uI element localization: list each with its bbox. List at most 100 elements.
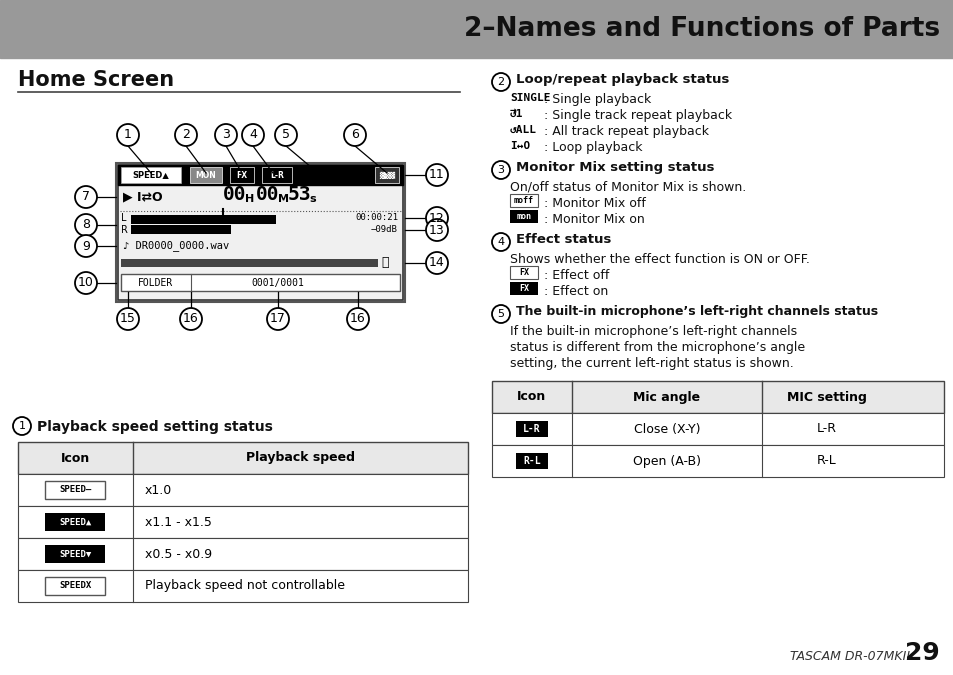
Text: 15: 15 (120, 313, 135, 325)
Text: FOLDER: FOLDER (138, 278, 173, 288)
Text: 16: 16 (350, 313, 366, 325)
Text: 00: 00 (223, 186, 246, 205)
Text: 16: 16 (183, 313, 198, 325)
Bar (492, 413, 943, 445)
Text: 1: 1 (124, 128, 132, 142)
Text: setting, the current left-right status is shown.: setting, the current left-right status i… (510, 357, 793, 370)
Text: 2: 2 (497, 77, 504, 87)
Text: −09dB: −09dB (371, 225, 397, 234)
Bar (121, 274, 399, 291)
Text: ▶ I⇄O: ▶ I⇄O (123, 190, 162, 203)
Circle shape (75, 214, 97, 236)
Text: TASCAM DR-07MKII: TASCAM DR-07MKII (789, 650, 909, 663)
Circle shape (267, 308, 289, 330)
Text: 13: 13 (429, 223, 444, 236)
Text: 14: 14 (429, 256, 444, 269)
Text: : All track repeat playback: : All track repeat playback (543, 125, 708, 138)
Bar (0, 0, 953, 58)
Text: SPEEDX: SPEEDX (59, 581, 91, 591)
Text: R: R (121, 225, 128, 235)
Bar (18, 570, 468, 602)
Text: 00:00:21: 00:00:21 (355, 213, 397, 223)
Text: 5: 5 (497, 309, 504, 319)
Circle shape (426, 219, 448, 241)
Bar (375, 167, 398, 183)
Text: L-R: L-R (816, 423, 836, 435)
Text: 4: 4 (497, 237, 504, 247)
Text: Monitor Mix setting status: Monitor Mix setting status (516, 161, 714, 174)
Text: 2: 2 (182, 128, 190, 142)
Text: MON: MON (195, 171, 216, 180)
Text: 3: 3 (497, 165, 504, 175)
Text: Effect status: Effect status (516, 233, 611, 246)
Text: x0.5 - x0.9: x0.5 - x0.9 (145, 547, 212, 560)
Text: 8: 8 (82, 219, 90, 232)
Text: ♪ DR0000_0000.wav: ♪ DR0000_0000.wav (123, 240, 229, 252)
Text: 6: 6 (351, 128, 358, 142)
Text: H: H (245, 194, 254, 204)
Text: ▓▓▓: ▓▓▓ (378, 171, 395, 179)
Text: Loop/repeat playback status: Loop/repeat playback status (516, 73, 729, 86)
Circle shape (214, 124, 236, 146)
Circle shape (180, 308, 202, 330)
Text: I↔O: I↔O (510, 141, 530, 151)
Text: : Loop playback: : Loop playback (543, 141, 641, 154)
Bar (116, 163, 405, 302)
Bar (118, 165, 402, 300)
Text: ↺1: ↺1 (510, 109, 523, 119)
Text: 0001/0001: 0001/0001 (252, 278, 304, 288)
Bar (121, 167, 181, 183)
Circle shape (174, 124, 196, 146)
Text: M: M (277, 194, 289, 204)
Text: 12: 12 (429, 211, 444, 225)
Bar (262, 167, 292, 183)
Text: L-R: L-R (522, 424, 540, 434)
Text: Icon: Icon (517, 391, 546, 404)
Bar (510, 194, 537, 207)
Text: 00: 00 (255, 186, 279, 205)
Circle shape (492, 161, 510, 179)
Text: 2–Names and Functions of Parts: 2–Names and Functions of Parts (463, 16, 939, 42)
Text: : Effect off: : Effect off (543, 269, 609, 282)
Circle shape (426, 252, 448, 274)
Bar (510, 282, 537, 295)
Circle shape (117, 308, 139, 330)
Text: L: L (121, 213, 127, 223)
Text: 1: 1 (18, 421, 26, 431)
Text: status is different from the microphone’s angle: status is different from the microphone’… (510, 341, 804, 354)
Text: 7: 7 (82, 190, 90, 203)
Text: L-R: L-R (270, 171, 284, 180)
Bar (190, 167, 222, 183)
Bar (121, 259, 377, 267)
Text: SPEED▼: SPEED▼ (59, 549, 91, 558)
Text: Home Screen: Home Screen (18, 70, 174, 90)
Text: FX: FX (236, 171, 247, 180)
Text: 17: 17 (270, 313, 286, 325)
Circle shape (426, 164, 448, 186)
Bar (46, 481, 106, 499)
Text: mon: mon (516, 212, 531, 221)
Text: Close (X-Y): Close (X-Y) (633, 423, 700, 435)
Text: Playback speed: Playback speed (246, 452, 355, 464)
Text: 53: 53 (288, 186, 312, 205)
Text: SPEED–: SPEED– (59, 485, 91, 495)
Text: ⤅: ⤅ (381, 256, 388, 269)
Circle shape (347, 308, 369, 330)
Text: : Single playback: : Single playback (543, 93, 651, 106)
Circle shape (492, 233, 510, 251)
Text: FX: FX (518, 268, 529, 277)
Bar (46, 545, 106, 563)
Text: : Effect on: : Effect on (543, 285, 608, 298)
Text: R-L: R-L (817, 454, 836, 468)
Text: FX: FX (518, 284, 529, 293)
Circle shape (75, 272, 97, 294)
Bar (516, 453, 547, 469)
Circle shape (274, 124, 296, 146)
Bar (230, 167, 253, 183)
Circle shape (492, 305, 510, 323)
Text: MIC setting: MIC setting (786, 391, 866, 404)
Text: : Monitor Mix on: : Monitor Mix on (543, 213, 644, 226)
Text: Mic angle: Mic angle (633, 391, 700, 404)
Text: SPEED▲: SPEED▲ (59, 518, 91, 526)
Bar (492, 381, 943, 413)
